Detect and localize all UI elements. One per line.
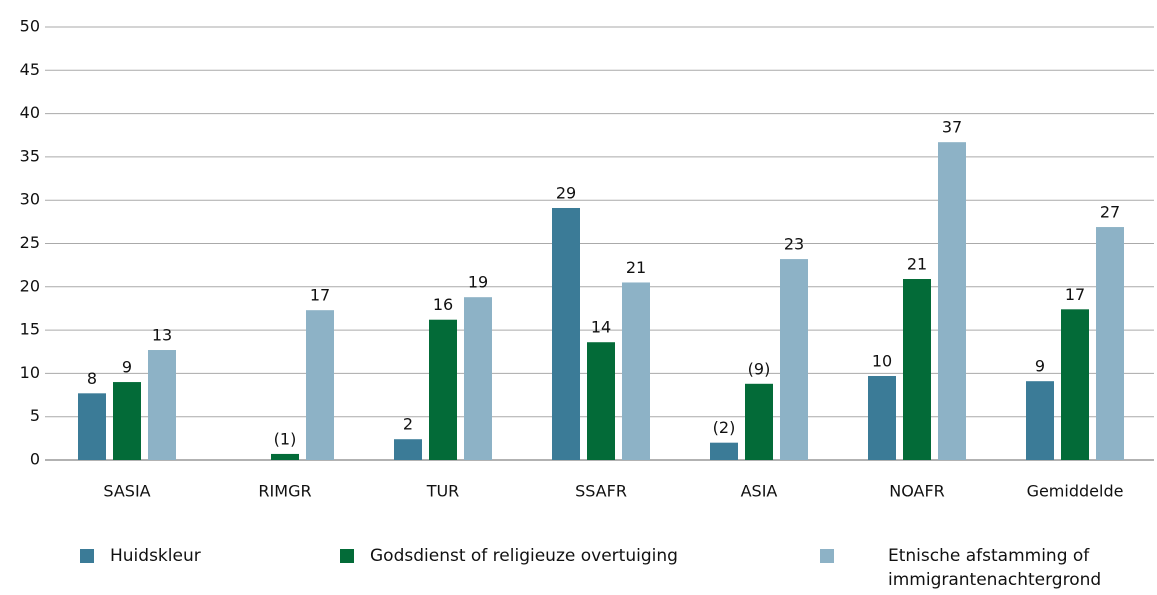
y-tick-label: 20 xyxy=(20,276,40,295)
x-tick-label: Gemiddelde xyxy=(1027,482,1124,501)
y-tick-label: 50 xyxy=(20,17,40,36)
legend-label: Etnische afstamming of immigrantenachter… xyxy=(888,546,1102,590)
y-tick-label: 10 xyxy=(20,363,40,382)
data-label: 14 xyxy=(591,318,611,337)
bar xyxy=(780,259,808,460)
y-tick-label: 45 xyxy=(20,60,40,79)
data-label: 17 xyxy=(310,286,330,305)
x-tick-label: RIMGR xyxy=(258,482,311,501)
y-tick-label: 5 xyxy=(30,406,40,425)
bar xyxy=(868,375,896,460)
y-tick-label: 0 xyxy=(30,450,40,469)
legend-label: Godsdienst of religieuze overtuiging xyxy=(370,546,678,566)
bar xyxy=(710,442,738,460)
data-label: 21 xyxy=(907,255,927,274)
bar xyxy=(587,342,615,460)
bar xyxy=(148,350,176,460)
data-label: 16 xyxy=(433,295,453,314)
bar xyxy=(1026,381,1054,460)
legend-swatch xyxy=(820,549,834,563)
data-label: 13 xyxy=(152,326,172,345)
bar xyxy=(113,382,141,460)
y-tick-label: 35 xyxy=(20,146,40,165)
data-label: 10 xyxy=(872,351,892,370)
data-label: 37 xyxy=(942,118,962,137)
data-label: 29 xyxy=(556,183,576,202)
bar xyxy=(552,207,580,460)
legend-swatch xyxy=(80,549,94,563)
y-tick-label: 30 xyxy=(20,190,40,209)
bar xyxy=(1061,309,1089,460)
data-label: 2 xyxy=(403,415,413,434)
data-label: 9 xyxy=(1035,357,1045,376)
y-tick-label: 40 xyxy=(20,103,40,122)
bar xyxy=(78,393,106,460)
data-label: 19 xyxy=(468,273,488,292)
x-tick-label: SSAFR xyxy=(575,482,627,501)
bar xyxy=(464,297,492,460)
data-label: 17 xyxy=(1065,285,1085,304)
data-label: (2) xyxy=(713,418,736,437)
legend-label: Huidskleur xyxy=(110,546,201,566)
data-label: 23 xyxy=(784,235,804,254)
bar xyxy=(938,142,966,461)
bar xyxy=(429,319,457,460)
y-tick-label: 25 xyxy=(20,233,40,252)
x-tick-label: ASIA xyxy=(741,482,778,501)
bar xyxy=(622,282,650,460)
bar xyxy=(1096,227,1124,460)
data-label: 8 xyxy=(87,369,97,388)
x-tick-label: SASIA xyxy=(103,482,150,501)
bar xyxy=(745,383,773,460)
data-label: 27 xyxy=(1100,203,1120,222)
x-tick-label: TUR xyxy=(426,482,460,501)
data-label: 21 xyxy=(626,258,646,277)
data-label: (1) xyxy=(274,429,297,448)
data-label: (9) xyxy=(748,359,771,378)
data-label: 9 xyxy=(122,358,132,377)
legend-swatch xyxy=(340,549,354,563)
bar xyxy=(903,279,931,460)
x-tick-label: NOAFR xyxy=(889,482,945,501)
y-tick-label: 15 xyxy=(20,320,40,339)
bar xyxy=(394,439,422,460)
bar xyxy=(271,453,299,460)
bar xyxy=(306,310,334,460)
